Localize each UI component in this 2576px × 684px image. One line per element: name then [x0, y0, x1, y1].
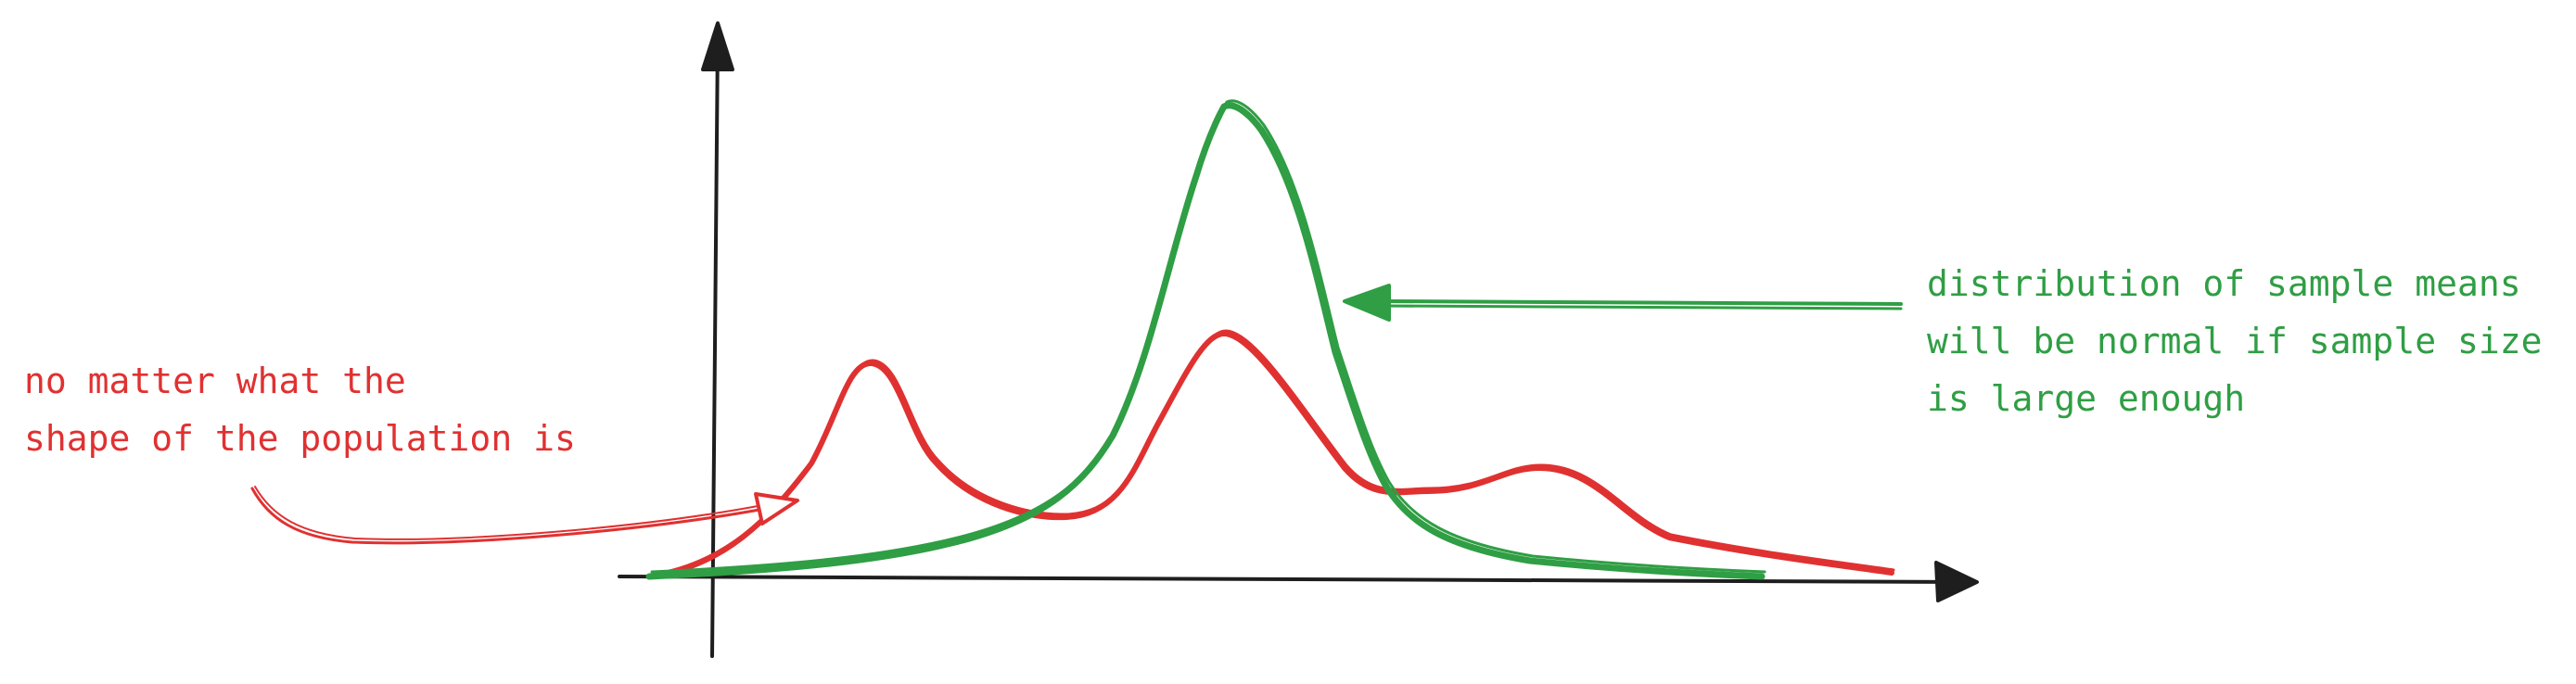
population-arrow — [250, 486, 799, 545]
sampling-annotation: distribution of sample means will be nor… — [1927, 255, 2542, 427]
y-axis-arrowhead-icon — [701, 21, 734, 71]
sampling-arrow — [1343, 284, 1903, 322]
y-axis — [710, 35, 720, 658]
population-curve — [646, 329, 1895, 579]
population-arrowhead-icon — [754, 492, 799, 526]
axes — [618, 21, 1979, 658]
sampling-annotation-line-1: distribution of sample means — [1927, 263, 2521, 304]
x-axis-arrowhead-icon — [1934, 561, 1979, 602]
x-axis — [618, 575, 1968, 584]
population-annotation-line-1: no matter what the — [24, 361, 406, 401]
sampling-annotation-line-3: is large enough — [1927, 378, 2246, 419]
sampling-annotation-line-2: will be normal if sample size — [1927, 321, 2543, 361]
sampling-curve — [645, 99, 1766, 580]
population-annotation: no matter what the shape of the populati… — [24, 352, 576, 467]
population-annotation-line-2: shape of the population is — [24, 418, 576, 459]
sampling-arrowhead-icon — [1343, 284, 1391, 322]
